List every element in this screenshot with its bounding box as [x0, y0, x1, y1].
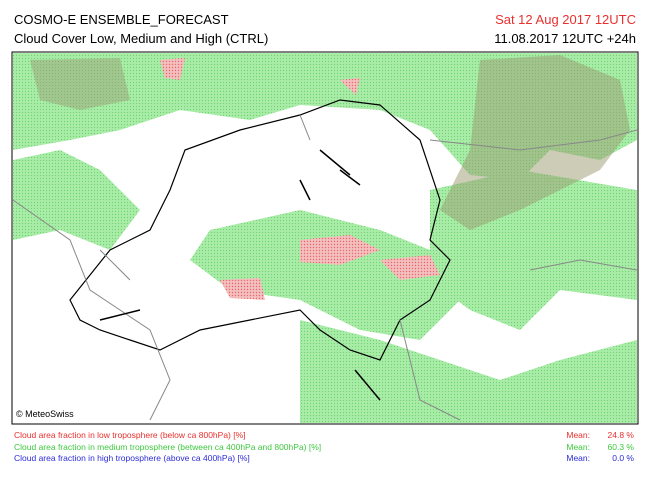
valid-time: Sat 12 Aug 2017 12UTC [495, 12, 636, 27]
map [11, 51, 639, 425]
legend-label: Cloud area fraction in high troposphere … [14, 453, 250, 463]
subtitle: Cloud Cover Low, Medium and High (CTRL) [14, 31, 268, 46]
run-time: 11.08.2017 12UTC +24h [494, 31, 636, 46]
title: COSMO-E ENSEMBLE_FORECAST [14, 12, 229, 27]
mean-label: Mean: [566, 442, 590, 452]
legend-label: Cloud area fraction in medium tropospher… [14, 442, 321, 452]
mean-value: 0.0 % [612, 453, 634, 463]
mean-value: 60.3 % [608, 442, 635, 452]
mean-value: 24.8 % [608, 430, 635, 440]
legend-label: Cloud area fraction in low troposphere (… [14, 430, 246, 440]
mean-label: Mean: [566, 453, 590, 463]
mean-label: Mean: [566, 430, 590, 440]
legend: Cloud area fraction in low troposphere (… [14, 430, 634, 463]
credit: © MeteoSwiss [16, 409, 74, 419]
